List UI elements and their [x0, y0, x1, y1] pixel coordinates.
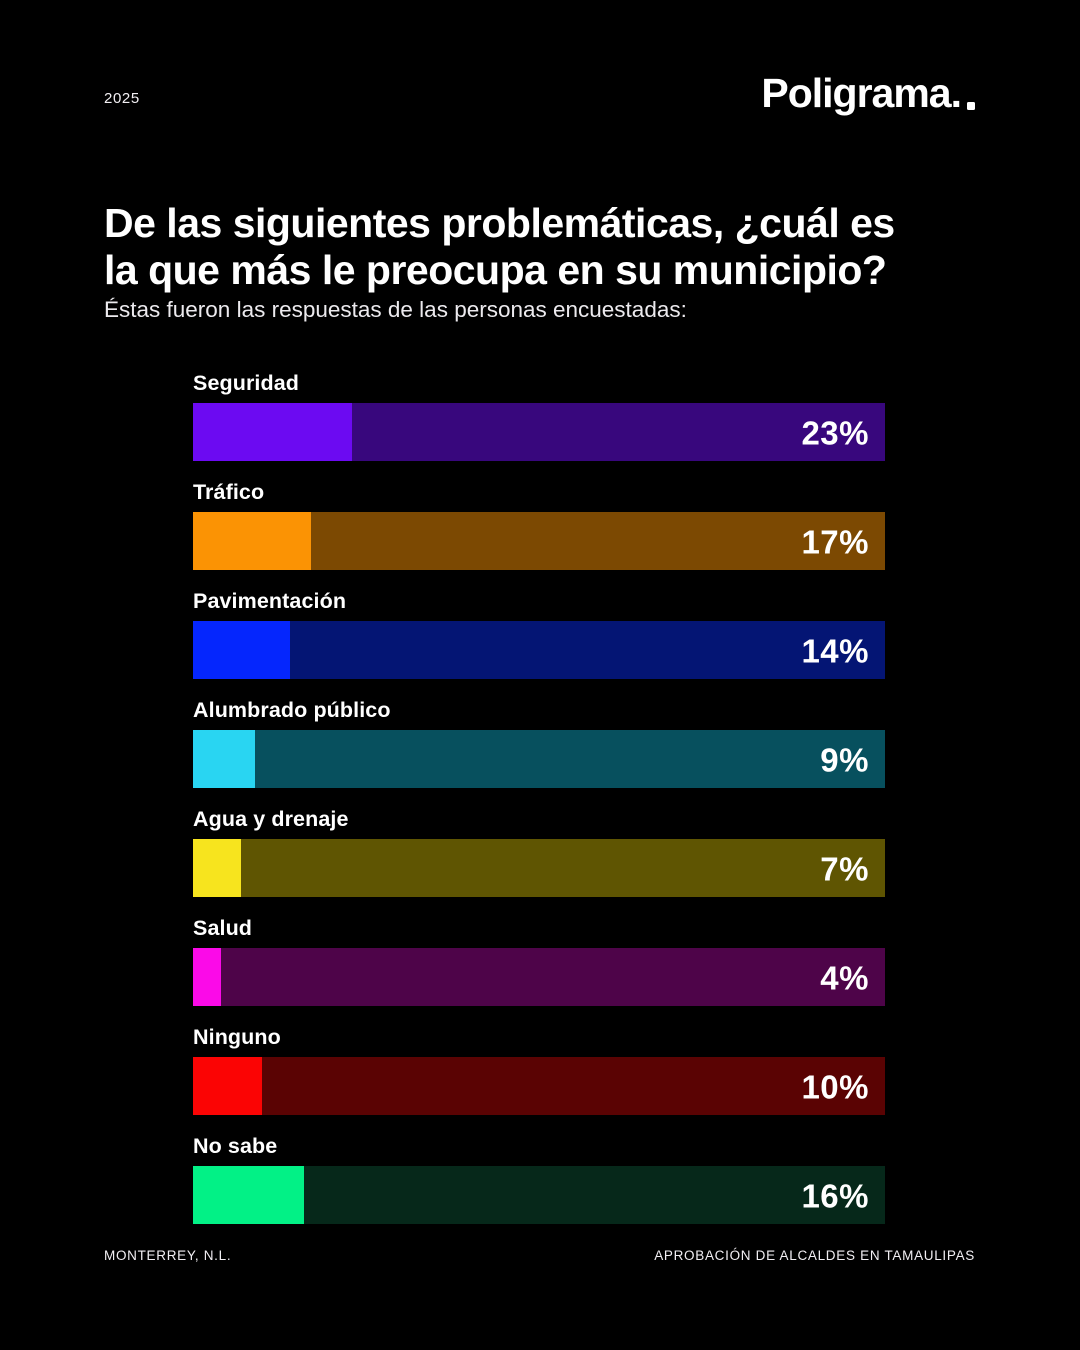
bar-track: 4%	[193, 948, 885, 1006]
footer-caption: APROBACIÓN DE ALCALDES EN TAMAULIPAS	[654, 1248, 975, 1263]
bar-highlight-segment	[193, 621, 290, 679]
bar-track: 16%	[193, 1166, 885, 1224]
footer-location: MONTERREY, N.L.	[104, 1248, 232, 1263]
bar-highlight-segment	[193, 839, 242, 897]
bar-highlight-segment	[193, 1166, 304, 1224]
bar-value: 14%	[801, 632, 869, 670]
bar-value: 23%	[801, 414, 869, 452]
bar-highlight-segment	[193, 512, 311, 570]
bar-value: 7%	[820, 850, 869, 888]
bar-highlight-segment	[193, 730, 256, 788]
bar-track: 14%	[193, 621, 885, 679]
bar-highlight-segment	[193, 948, 221, 1006]
bar-track: 17%	[193, 512, 885, 570]
bar-label: Pavimentación	[193, 589, 347, 613]
bar-highlight-segment	[193, 1057, 263, 1115]
bar-row: Salud 4%	[193, 915, 885, 1006]
bar-label: Alumbrado público	[193, 698, 391, 722]
bar-track: 9%	[193, 730, 885, 788]
bar-row: Tráfico 17%	[193, 479, 885, 570]
bar-row: Alumbrado público 9%	[193, 697, 885, 788]
bar-label: Seguridad	[193, 371, 300, 395]
bar-chart: Seguridad 23% Tráfico 17% Pavimentación 14% Al…	[193, 370, 885, 1242]
brand-logo: Poligrama.	[761, 70, 975, 117]
bar-label: No sabe	[193, 1134, 278, 1158]
bar-value: 16%	[801, 1177, 869, 1215]
bar-label: Ninguno	[193, 1025, 281, 1049]
year-label: 2025	[104, 90, 140, 107]
bar-value: 10%	[801, 1068, 869, 1106]
bar-label: Agua y drenaje	[193, 807, 349, 831]
bar-row: Ninguno 10%	[193, 1024, 885, 1115]
page-subtitle: Éstas fueron las respuestas de las perso…	[104, 297, 687, 322]
brand-logo-text: Poligrama.	[761, 70, 962, 116]
page-title-line-2: la que más le preocupa en su municipio?	[104, 247, 887, 293]
bar-track: 23%	[193, 403, 885, 461]
bar-row: Seguridad 23%	[193, 370, 885, 461]
page-title-line-1: De las siguientes problemáticas, ¿cuál e…	[104, 200, 895, 246]
bar-track: 7%	[193, 839, 885, 897]
bar-label: Salud	[193, 916, 253, 940]
bar-value: 4%	[820, 959, 869, 997]
bar-value: 9%	[820, 741, 869, 779]
bar-track: 10%	[193, 1057, 885, 1115]
bar-label: Tráfico	[193, 480, 265, 504]
bar-row: Agua y drenaje 7%	[193, 806, 885, 897]
bar-value: 17%	[801, 523, 869, 561]
bar-row: No sabe 16%	[193, 1133, 885, 1224]
registered-mark-icon	[967, 102, 975, 110]
page-title: De las siguientes problemáticas, ¿cuál e…	[104, 200, 1004, 294]
bar-row: Pavimentación 14%	[193, 588, 885, 679]
bar-highlight-segment	[193, 403, 353, 461]
